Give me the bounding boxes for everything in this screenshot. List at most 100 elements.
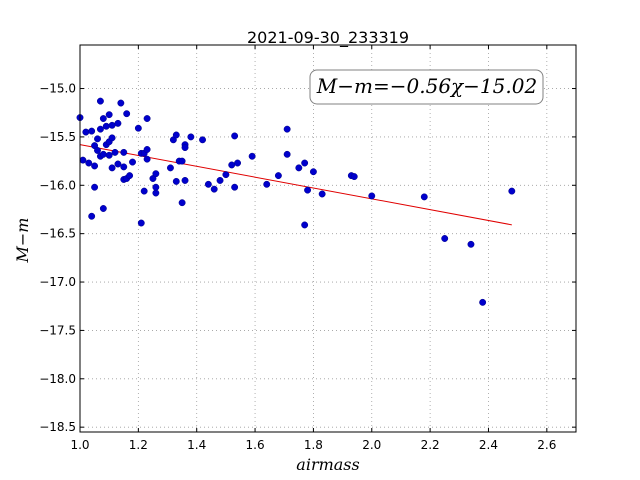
data-point bbox=[283, 125, 291, 133]
data-point bbox=[263, 180, 271, 188]
data-point bbox=[420, 193, 428, 201]
data-point bbox=[368, 192, 376, 200]
data-point bbox=[152, 189, 160, 197]
data-point bbox=[181, 144, 189, 152]
data-point bbox=[231, 183, 239, 191]
data-point bbox=[99, 115, 107, 122]
data-point bbox=[137, 219, 145, 227]
fit-line-group bbox=[79, 144, 512, 226]
data-point bbox=[301, 221, 309, 229]
data-point bbox=[85, 159, 93, 167]
data-point bbox=[248, 152, 256, 160]
data-point bbox=[301, 159, 309, 167]
data-point bbox=[114, 119, 122, 127]
data-point bbox=[172, 177, 180, 185]
data-point bbox=[274, 172, 282, 180]
data-point bbox=[172, 131, 180, 139]
data-point bbox=[108, 164, 116, 172]
data-point bbox=[234, 159, 242, 167]
y-tick-label: −15.5 bbox=[39, 130, 76, 144]
data-point bbox=[304, 186, 312, 194]
data-point bbox=[108, 121, 116, 129]
data-point bbox=[105, 111, 113, 119]
data-point bbox=[126, 172, 134, 180]
chart-title: 2021-09-30_233319 bbox=[247, 28, 409, 48]
x-tick-label: 2.4 bbox=[479, 438, 498, 452]
data-point bbox=[178, 157, 186, 165]
y-tick-label: −17.5 bbox=[39, 323, 76, 337]
x-tick-label: 2.6 bbox=[537, 438, 556, 452]
data-point bbox=[309, 168, 317, 176]
data-point bbox=[120, 163, 128, 171]
x-axis-label: airmass bbox=[296, 455, 359, 474]
fit-annotation-text: M−m=−0.56χ−15.02 bbox=[316, 74, 537, 98]
data-point bbox=[318, 190, 326, 198]
x-tick-label: 2.0 bbox=[362, 438, 381, 452]
data-point bbox=[88, 212, 96, 220]
data-point bbox=[143, 146, 151, 153]
data-point bbox=[216, 177, 224, 184]
y-tick-label: −18.5 bbox=[39, 420, 76, 434]
fit-line bbox=[79, 144, 512, 226]
data-point bbox=[143, 115, 151, 122]
data-point bbox=[120, 148, 128, 156]
data-point bbox=[91, 162, 99, 170]
data-point bbox=[79, 156, 87, 164]
data-point bbox=[96, 97, 104, 105]
x-tick-label: 2.2 bbox=[421, 438, 440, 452]
data-point bbox=[467, 240, 475, 248]
data-point bbox=[178, 199, 186, 207]
data-point bbox=[94, 135, 101, 143]
data-point bbox=[140, 187, 148, 195]
data-point bbox=[111, 148, 119, 156]
data-point bbox=[91, 183, 99, 191]
data-point bbox=[134, 124, 142, 132]
data-point bbox=[479, 298, 487, 306]
data-point bbox=[187, 133, 195, 141]
x-tick-label: 1.6 bbox=[246, 438, 265, 452]
y-tick-label: −17.0 bbox=[39, 275, 76, 289]
axis-ticks: 1.0 1.2 1.4 1.6 1.8 2.0 2.2 2.4 2.6 −15.0 −15.5 −16… bbox=[39, 45, 576, 452]
fit-annotation: M−m=−0.56χ−15.02 bbox=[309, 69, 544, 105]
data-point bbox=[152, 170, 160, 178]
y-tick-label: −16.5 bbox=[39, 227, 76, 241]
data-point bbox=[231, 132, 239, 140]
data-point bbox=[204, 180, 212, 188]
data-point bbox=[295, 164, 303, 172]
data-point bbox=[166, 164, 174, 172]
data-point bbox=[105, 151, 113, 159]
x-tick-label: 1.2 bbox=[129, 438, 148, 452]
x-tick-label: 1.0 bbox=[70, 438, 89, 452]
data-point bbox=[108, 134, 116, 142]
plot-frame bbox=[79, 44, 577, 433]
y-tick-label: −16.0 bbox=[39, 178, 76, 192]
data-point bbox=[82, 128, 90, 136]
fit-annotation-box bbox=[309, 69, 544, 105]
y-axis-label: M−m bbox=[13, 218, 32, 264]
data-point bbox=[350, 173, 358, 181]
data-point bbox=[181, 177, 189, 184]
y-tick-label: −15.0 bbox=[39, 82, 76, 96]
data-point bbox=[99, 150, 107, 158]
data-point bbox=[123, 110, 131, 118]
x-tick-label: 1.8 bbox=[304, 438, 323, 452]
data-point bbox=[199, 136, 206, 144]
x-tick-label: 1.4 bbox=[187, 438, 206, 452]
data-point bbox=[508, 187, 516, 195]
data-points bbox=[76, 97, 516, 306]
data-point bbox=[228, 161, 236, 169]
data-point bbox=[441, 235, 449, 242]
data-point bbox=[222, 171, 230, 179]
data-point bbox=[210, 185, 218, 193]
data-point bbox=[117, 99, 125, 107]
data-point bbox=[102, 122, 110, 130]
y-tick-label: −18.0 bbox=[39, 372, 76, 386]
data-point bbox=[99, 205, 107, 212]
data-point bbox=[143, 155, 151, 163]
data-point bbox=[129, 158, 136, 166]
data-point bbox=[152, 183, 160, 191]
data-point bbox=[96, 125, 104, 133]
data-point bbox=[94, 147, 101, 154]
data-point bbox=[114, 160, 122, 168]
